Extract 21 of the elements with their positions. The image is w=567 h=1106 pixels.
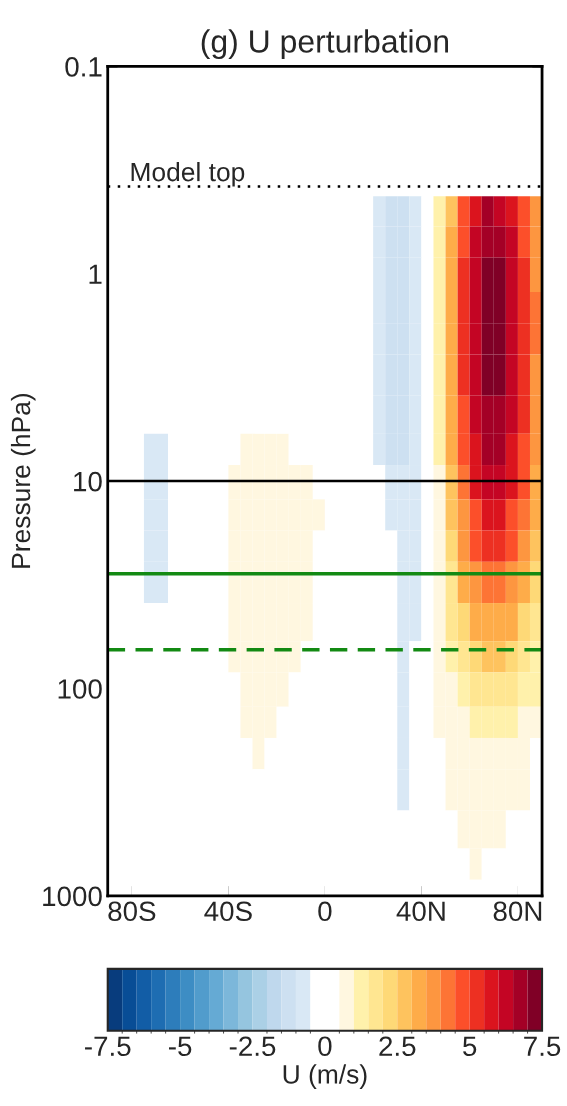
y-tick-label: 100 (58, 679, 102, 699)
color-bar-label: 7.5 (524, 1036, 561, 1057)
color-bar-label: -2.5 (229, 1036, 276, 1057)
y-tick-label: 0.1 (65, 57, 102, 77)
color-bar-label: 5 (463, 1036, 477, 1057)
color-bar-title: U (m/s) (283, 1064, 367, 1089)
x-tick-label: 80S (108, 901, 156, 922)
y-tick-label: 1 (89, 264, 102, 284)
color-bar-label: 2.5 (379, 1036, 416, 1057)
x-tick-label: 0 (318, 901, 332, 922)
chart-title: (g) U perturbation (201, 29, 448, 60)
x-tick-label: 40N (396, 901, 445, 922)
y-tick-label: 10 (74, 471, 102, 492)
color-bar-label: -7.5 (85, 1036, 131, 1057)
color-bar-label: -5 (169, 1036, 192, 1057)
color-bar-label: 0 (318, 1036, 332, 1057)
y-tick-label: 1000 (43, 886, 102, 907)
x-tick-label: 80N (493, 901, 542, 922)
ref-line-label: Model top (131, 161, 245, 187)
y-axis-title: Pressure (hPa) (10, 394, 36, 568)
x-tick-label: 40S (204, 901, 252, 922)
